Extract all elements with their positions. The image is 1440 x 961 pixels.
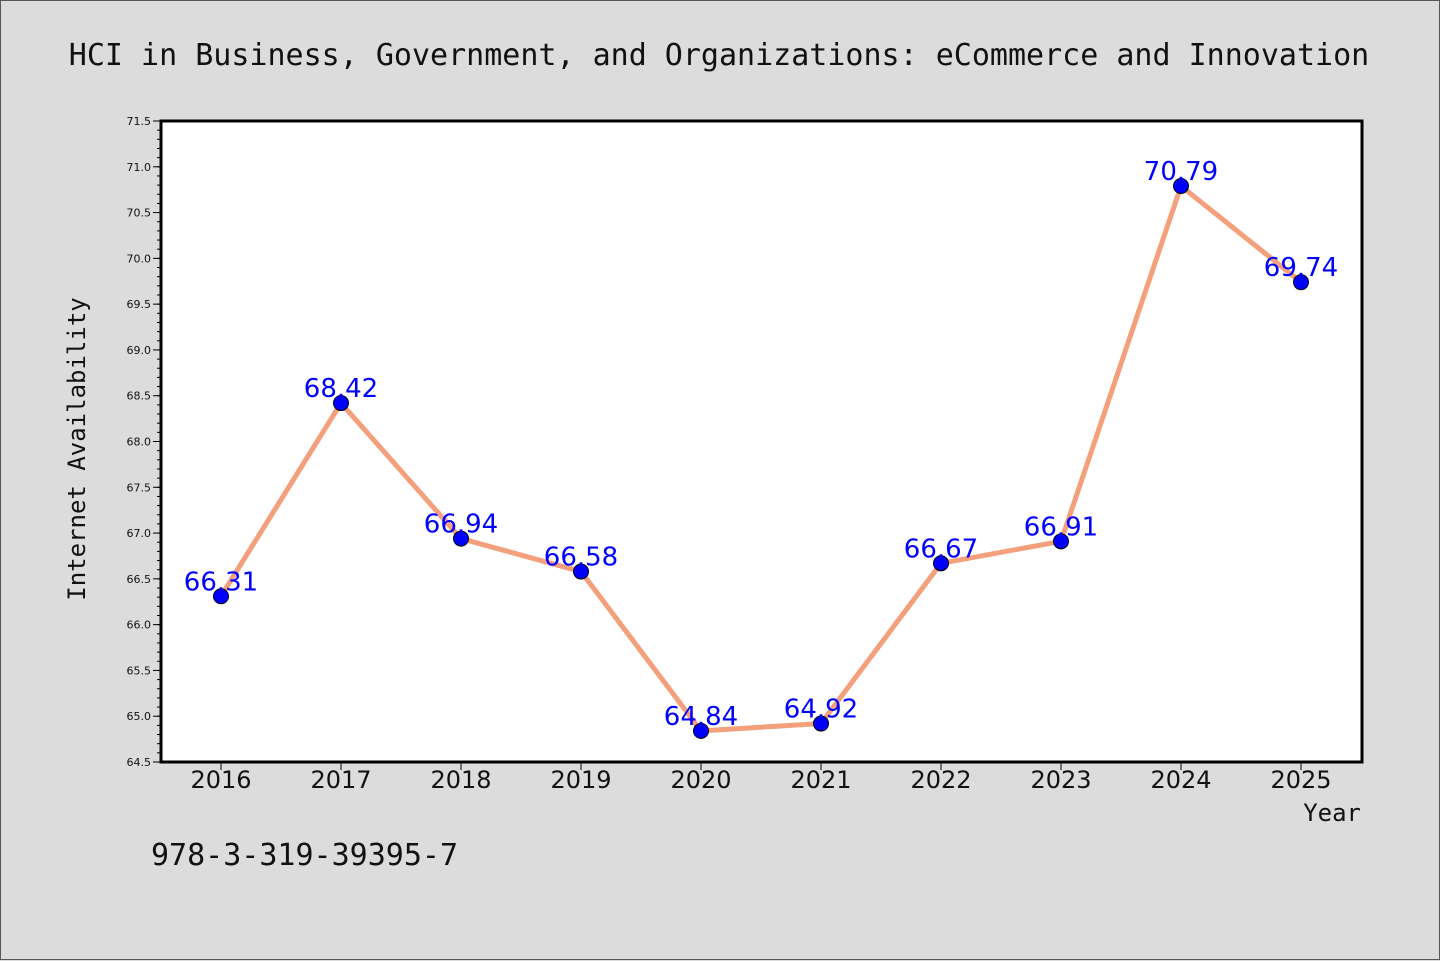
y-tick-label: 68.5 (127, 390, 152, 403)
y-tick-label: 67.0 (127, 527, 152, 540)
x-tick-label: 2022 (910, 766, 971, 794)
data-point (1053, 533, 1069, 550)
x-tick-label: 2019 (550, 766, 611, 794)
y-tick-label: 70.5 (127, 207, 152, 220)
data-point (453, 530, 469, 547)
x-tick-label: 2024 (1150, 766, 1211, 794)
y-tick-label: 64.5 (127, 756, 152, 769)
series-layer: 66.31 68.42 66.94 66.58 64.84 64.92 66.67 66.91… (184, 157, 1338, 739)
data-label: 69.74 (1264, 253, 1338, 283)
y-tick-label: 65.0 (127, 710, 152, 723)
plot-area (159, 119, 1364, 764)
x-tick-label: 2017 (310, 766, 371, 794)
x-tick-label: 2025 (1270, 766, 1331, 794)
data-label: 64.84 (664, 702, 738, 732)
x-axis: 2016 2017 2018 2019 2020 2021 2022 2023 2024 2025 (190, 762, 1332, 794)
y-axis-label: Internet Availability (63, 297, 91, 600)
data-label: 64.92 (784, 695, 858, 725)
x-tick-label: 2021 (790, 766, 851, 794)
y-tick-label: 66.0 (127, 619, 152, 632)
data-point (693, 722, 709, 739)
data-label: 66.67 (904, 534, 978, 564)
data-point (813, 715, 829, 732)
footer-isbn: 978-3-319-39395-7 (151, 838, 458, 873)
data-label: 66.31 (184, 567, 258, 597)
y-tick-label: 67.5 (127, 481, 152, 494)
x-tick-label: 2016 (190, 766, 251, 794)
chart-title: HCI in Business, Government, and Organiz… (69, 38, 1369, 73)
y-tick-label: 69.5 (127, 298, 152, 311)
y-tick-label: 65.5 (127, 664, 152, 677)
data-point (1293, 274, 1309, 291)
y-tick-label: 69.0 (127, 344, 152, 357)
data-label: 70.79 (1144, 157, 1218, 187)
x-axis-label: Year (1303, 799, 1361, 827)
data-point (333, 395, 349, 412)
data-label: 68.42 (304, 374, 378, 404)
y-tick-label: 71.0 (127, 161, 152, 174)
y-tick-label: 68.0 (127, 436, 152, 449)
x-tick-label: 2020 (670, 766, 731, 794)
x-tick-label: 2018 (430, 766, 491, 794)
data-point (1173, 178, 1189, 195)
x-tick-label: 2023 (1030, 766, 1091, 794)
data-point (213, 588, 229, 605)
y-tick-label: 70.0 (127, 252, 152, 265)
data-label: 66.94 (424, 510, 498, 540)
data-label: 66.91 (1024, 512, 1098, 542)
series-line (218, 183, 1304, 734)
data-label: 66.58 (544, 543, 618, 573)
y-axis: 64.5 65.0 65.5 66.0 66.5 67.0 67.5 68.0 68.5 69.0… (127, 115, 161, 769)
data-point (573, 563, 589, 580)
y-tick-label: 71.5 (127, 115, 152, 128)
y-tick-label: 66.5 (127, 573, 152, 586)
data-point (933, 555, 949, 572)
